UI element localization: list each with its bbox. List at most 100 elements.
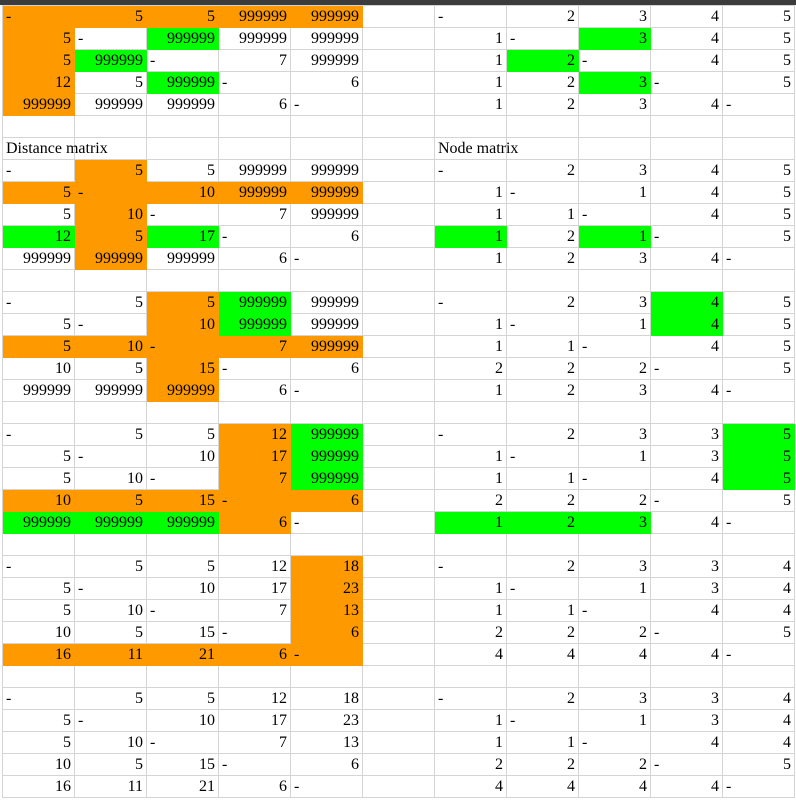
distance-matrix-cell[interactable]: 5 [75, 160, 147, 182]
distance-matrix-cell[interactable]: 6 [219, 380, 291, 402]
distance-matrix-cell[interactable]: 5 [3, 468, 75, 490]
node-matrix-cell[interactable]: 5 [723, 226, 795, 248]
node-matrix-cell[interactable]: 4 [651, 204, 723, 226]
empty-cell[interactable] [363, 182, 435, 204]
distance-matrix-cell[interactable]: 999999 [291, 50, 363, 72]
distance-matrix-cell[interactable]: 5 [3, 314, 75, 336]
empty-cell[interactable] [363, 446, 435, 468]
distance-matrix-cell[interactable]: 999999 [147, 512, 219, 534]
distance-matrix-cell[interactable]: 12 [3, 72, 75, 94]
node-matrix-cell[interactable]: - [507, 182, 579, 204]
empty-cell[interactable] [363, 226, 435, 248]
empty-cell[interactable] [147, 116, 219, 138]
distance-matrix-cell[interactable]: 6 [219, 512, 291, 534]
distance-matrix-cell[interactable]: 7 [219, 468, 291, 490]
empty-cell[interactable] [507, 534, 579, 556]
distance-matrix-cell[interactable]: - [219, 754, 291, 776]
node-matrix-cell[interactable]: 5 [723, 204, 795, 226]
node-matrix-cell[interactable]: 1 [435, 182, 507, 204]
node-matrix-cell[interactable]: 4 [651, 468, 723, 490]
distance-matrix-cell[interactable]: 999999 [147, 28, 219, 50]
node-matrix-cell[interactable]: 2 [435, 622, 507, 644]
distance-matrix-cell[interactable]: 10 [3, 622, 75, 644]
empty-cell[interactable] [75, 534, 147, 556]
distance-matrix-cell[interactable]: 10 [147, 710, 219, 732]
node-matrix-cell[interactable]: 1 [435, 380, 507, 402]
distance-matrix-cell[interactable]: 15 [147, 754, 219, 776]
node-matrix-cell[interactable]: - [435, 160, 507, 182]
node-matrix-cell[interactable]: 5 [723, 468, 795, 490]
distance-matrix-cell[interactable]: 18 [291, 688, 363, 710]
empty-cell[interactable] [579, 138, 651, 160]
node-matrix-cell[interactable]: 1 [435, 710, 507, 732]
empty-cell[interactable] [363, 688, 435, 710]
node-matrix-cell[interactable]: - [579, 336, 651, 358]
node-matrix-cell[interactable]: 3 [651, 556, 723, 578]
empty-cell[interactable] [363, 600, 435, 622]
distance-matrix-cell[interactable]: 7 [219, 204, 291, 226]
node-matrix-cell[interactable]: - [651, 358, 723, 380]
distance-matrix-cell[interactable]: 10 [147, 446, 219, 468]
distance-matrix-cell[interactable]: - [75, 314, 147, 336]
distance-matrix-cell[interactable]: 6 [219, 776, 291, 798]
distance-matrix-cell[interactable]: 999999 [219, 160, 291, 182]
node-matrix-cell[interactable]: - [507, 578, 579, 600]
node-matrix-cell[interactable]: - [507, 446, 579, 468]
distance-matrix-cell[interactable]: 13 [291, 600, 363, 622]
node-matrix-cell[interactable]: 3 [579, 94, 651, 116]
node-matrix-cell[interactable]: 4 [651, 512, 723, 534]
empty-cell[interactable] [219, 138, 291, 160]
node-matrix-cell[interactable]: 5 [723, 50, 795, 72]
empty-cell[interactable] [723, 116, 795, 138]
node-matrix-cell[interactable]: 4 [723, 710, 795, 732]
node-matrix-cell[interactable]: 2 [507, 688, 579, 710]
distance-matrix-cell[interactable]: 6 [291, 358, 363, 380]
empty-cell[interactable] [363, 358, 435, 380]
node-matrix-cell[interactable]: 4 [651, 336, 723, 358]
node-matrix-cell[interactable]: - [723, 512, 795, 534]
empty-cell[interactable] [363, 534, 435, 556]
distance-matrix-cell[interactable]: 13 [291, 732, 363, 754]
distance-matrix-cell[interactable]: 999999 [219, 28, 291, 50]
distance-matrix-cell[interactable]: 5 [3, 710, 75, 732]
empty-cell[interactable] [723, 270, 795, 292]
node-matrix-cell[interactable]: 5 [723, 182, 795, 204]
distance-matrix-cell[interactable]: 16 [3, 776, 75, 798]
node-matrix-cell[interactable]: 4 [651, 28, 723, 50]
node-matrix-cell[interactable]: 2 [507, 622, 579, 644]
node-matrix-cell[interactable]: 4 [723, 688, 795, 710]
distance-matrix-cell[interactable]: 15 [147, 490, 219, 512]
empty-cell[interactable] [723, 534, 795, 556]
distance-matrix-cell[interactable]: 5 [3, 446, 75, 468]
distance-matrix-cell[interactable]: 17 [219, 710, 291, 732]
distance-matrix-cell[interactable]: - [291, 380, 363, 402]
node-matrix-cell[interactable]: 1 [507, 732, 579, 754]
node-matrix-cell[interactable]: 5 [723, 424, 795, 446]
distance-matrix-cell[interactable]: 999999 [75, 94, 147, 116]
node-matrix-cell[interactable]: 3 [651, 446, 723, 468]
node-matrix-cell[interactable]: 1 [507, 600, 579, 622]
node-matrix-cell[interactable]: - [435, 6, 507, 28]
empty-cell[interactable] [3, 402, 75, 424]
empty-cell[interactable] [3, 270, 75, 292]
node-matrix-cell[interactable]: 1 [507, 336, 579, 358]
node-matrix-cell[interactable]: 2 [507, 50, 579, 72]
node-matrix-cell[interactable]: 1 [435, 226, 507, 248]
empty-cell[interactable] [147, 534, 219, 556]
node-matrix-cell[interactable]: 1 [435, 28, 507, 50]
distance-matrix-cell[interactable]: - [147, 50, 219, 72]
empty-cell[interactable] [651, 402, 723, 424]
node-matrix-cell[interactable]: 2 [507, 160, 579, 182]
node-matrix-cell[interactable]: 1 [579, 578, 651, 600]
distance-matrix-cell[interactable]: - [147, 600, 219, 622]
node-matrix-cell[interactable]: 4 [651, 182, 723, 204]
node-matrix-cell[interactable]: 5 [723, 336, 795, 358]
distance-matrix-cell[interactable]: 15 [147, 622, 219, 644]
empty-cell[interactable] [363, 204, 435, 226]
distance-matrix-cell[interactable]: 7 [219, 50, 291, 72]
distance-matrix-cell[interactable]: 999999 [147, 94, 219, 116]
empty-cell[interactable] [363, 622, 435, 644]
node-matrix-cell[interactable]: 2 [579, 358, 651, 380]
node-matrix-cell[interactable]: 3 [579, 512, 651, 534]
empty-cell[interactable] [507, 270, 579, 292]
